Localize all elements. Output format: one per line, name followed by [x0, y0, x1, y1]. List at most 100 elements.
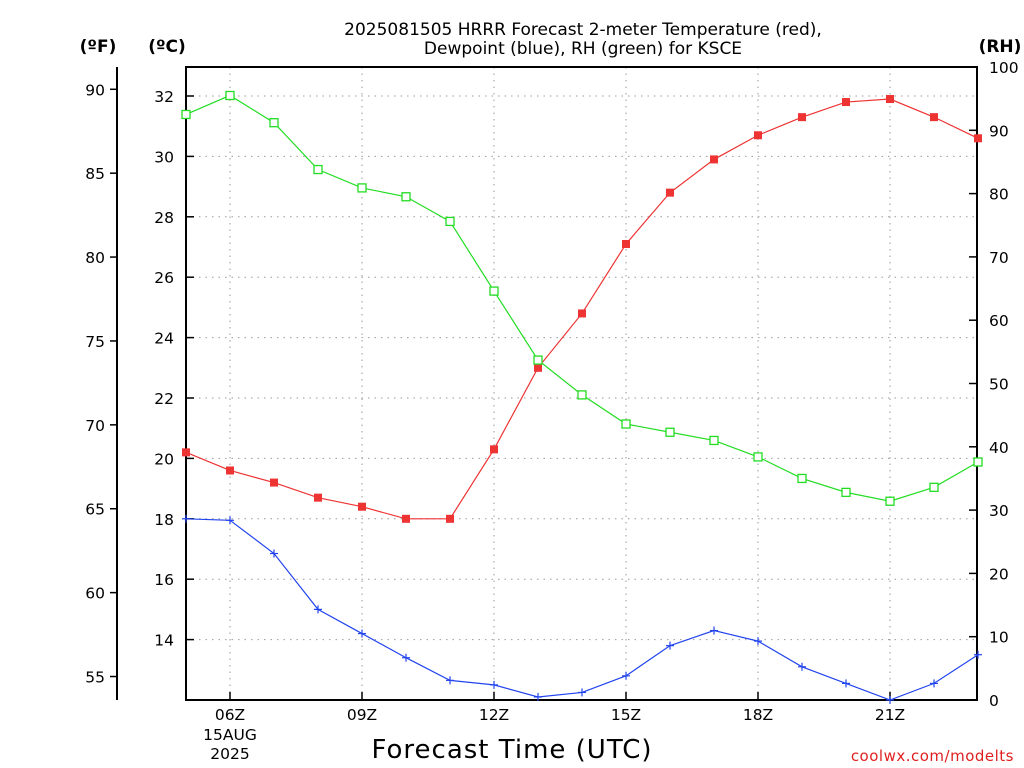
fahrenheit-tick-label: 65 — [85, 501, 105, 519]
dewpoint-point — [446, 676, 454, 685]
rh-point — [401, 192, 411, 202]
fahrenheit-unit-label: (ºF) — [80, 37, 117, 57]
fahrenheit-tick-label: 80 — [85, 249, 105, 267]
temperature-point — [446, 514, 454, 523]
rh-point — [533, 355, 543, 365]
chart-title-line-2: Dewpoint (blue), RH (green) for KSCE — [424, 39, 742, 59]
rh-point — [885, 496, 895, 506]
temperature-point — [798, 113, 806, 122]
plot-frame — [185, 66, 978, 701]
rh-tick-label: 80 — [989, 186, 1009, 204]
dewpoint-point — [842, 679, 850, 688]
temperature-point — [182, 448, 190, 457]
rh-point — [929, 482, 939, 492]
celsius-tick-label: 16 — [154, 571, 174, 589]
rh-point — [841, 487, 851, 498]
temperature-point — [226, 466, 234, 475]
temperature-point — [314, 493, 322, 502]
rh-tick-label: 100 — [989, 59, 1019, 77]
dewpoint-point — [754, 637, 762, 646]
dewpoint-point — [974, 650, 982, 659]
temperature-point — [490, 445, 498, 454]
dewpoint-point — [930, 679, 938, 688]
celsius-tick-label: 30 — [154, 148, 174, 166]
dewpoint-point — [358, 629, 366, 638]
celsius-tick-label: 26 — [154, 269, 174, 287]
rh-point — [489, 286, 499, 296]
dewpoint-point — [534, 692, 542, 701]
temperature-point — [358, 502, 366, 511]
dewpoint-point — [666, 641, 674, 650]
x-tick-label: 09Z — [347, 706, 377, 724]
rh-point — [225, 90, 235, 101]
rh-point — [269, 118, 279, 128]
temperature-point — [534, 363, 542, 372]
celsius-tick-label: 32 — [154, 88, 174, 106]
credit-text: coolwx.com/modelts — [851, 747, 1014, 765]
rh-tick-label: 20 — [989, 565, 1009, 583]
rh-point — [357, 183, 367, 193]
rh-series — [181, 90, 983, 506]
x-tick-label: 06Z — [215, 706, 245, 724]
chart-title-line-1: 2025081505 HRRR Forecast 2-meter Tempera… — [344, 20, 822, 40]
dewpoint-line — [185, 518, 979, 701]
rh-tick-label: 50 — [989, 376, 1009, 394]
rh-point — [577, 390, 587, 400]
celsius-tick-label: 20 — [154, 450, 174, 468]
x-tick-label: 21Z — [875, 706, 905, 724]
dewpoint-series — [182, 514, 982, 704]
rh-tick-label: 0 — [989, 692, 999, 710]
rh-point — [445, 216, 455, 227]
celsius-tick-label: 28 — [154, 209, 174, 227]
temperature-point — [930, 113, 938, 122]
dewpoint-point — [182, 514, 190, 523]
dewpoint-point — [226, 516, 234, 525]
temperature-series — [182, 95, 982, 523]
celsius-tick-label: 14 — [154, 632, 174, 650]
series-layer — [181, 90, 983, 704]
temperature-point — [710, 155, 718, 164]
temperature-line — [185, 98, 979, 520]
rh-tick-label: 90 — [989, 122, 1009, 140]
fahrenheit-tick-label: 75 — [85, 333, 105, 351]
grid-layer — [186, 67, 977, 700]
dewpoint-point — [710, 626, 718, 635]
celsius-tick-label: 18 — [154, 511, 174, 529]
x-tick-label: 15Z — [611, 706, 641, 724]
dewpoint-point — [270, 549, 278, 558]
x-tick-sublabel: 15AUG — [203, 726, 257, 744]
rh-line — [185, 94, 979, 502]
rh-point — [753, 452, 763, 462]
x-tick-label: 12Z — [479, 706, 509, 724]
dewpoint-point — [578, 688, 586, 697]
rh-point — [973, 457, 983, 467]
dewpoint-point — [314, 605, 322, 614]
temperature-point — [578, 309, 586, 318]
dewpoint-point — [402, 653, 410, 662]
x-tick-sublabel: 2025 — [210, 745, 249, 763]
celsius-unit-label: (ºC) — [148, 37, 186, 57]
celsius-tick-label: 22 — [154, 390, 174, 408]
fahrenheit-tick-label: 60 — [85, 585, 105, 603]
rh-point — [313, 164, 323, 175]
fahrenheit-tick-label: 70 — [85, 417, 105, 435]
x-tick-label: 18Z — [743, 706, 773, 724]
rh-point — [665, 427, 675, 437]
rh-tick-label: 70 — [989, 249, 1009, 267]
temperature-point — [666, 188, 674, 197]
fahrenheit-tick-label: 90 — [85, 81, 105, 99]
temperature-point — [754, 131, 762, 140]
temperature-point — [886, 95, 894, 104]
dewpoint-point — [622, 671, 630, 680]
temperature-point — [622, 239, 630, 248]
rh-tick-label: 60 — [989, 312, 1009, 330]
x-axis-label: Forecast Time (UTC) — [371, 735, 652, 765]
rh-tick-label: 30 — [989, 502, 1009, 520]
temperature-point — [974, 134, 982, 143]
rh-unit-label: (RH) — [979, 37, 1022, 57]
rh-point — [181, 109, 191, 120]
rh-tick-label: 10 — [989, 629, 1009, 647]
rh-point — [797, 473, 807, 484]
